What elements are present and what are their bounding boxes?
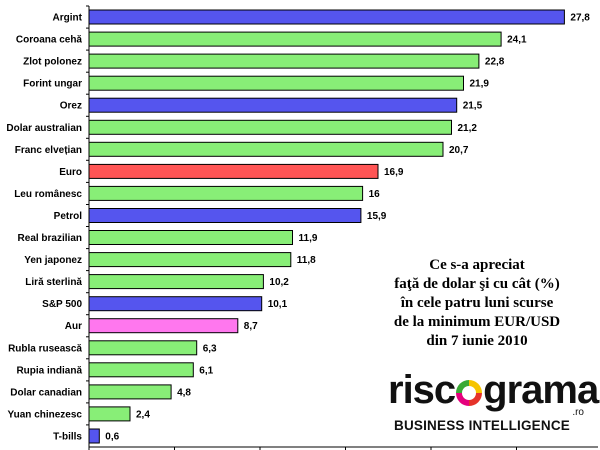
category-label: Yen japonez [24, 255, 82, 266]
category-label: Argint [53, 13, 83, 24]
bar [88, 75, 464, 91]
value-label: 16,9 [384, 167, 404, 178]
bar [88, 9, 565, 25]
value-label: 21,5 [463, 101, 483, 112]
logo-tld: .ro [572, 407, 584, 418]
logo-ring-icon [456, 380, 483, 406]
category-label: Zlot polonez [23, 57, 82, 68]
category-label: Aur [65, 321, 82, 332]
category-label: Euro [59, 167, 82, 178]
logo-word-suffix: grama [483, 368, 599, 412]
value-label: 22,8 [485, 57, 505, 68]
value-label: 11,8 [297, 255, 316, 266]
value-label: 21,2 [458, 123, 478, 134]
value-label: 27,8 [570, 13, 590, 24]
bar [88, 97, 458, 113]
category-label: Leu românesc [14, 189, 82, 200]
logo-wordmark: risc grama [388, 368, 599, 413]
value-label: 15,9 [367, 211, 387, 222]
category-label: Petrol [54, 211, 83, 222]
category-label: Franc elvețian [15, 145, 82, 156]
bar [88, 53, 480, 69]
bar [88, 428, 100, 444]
category-label: Rubla rusească [8, 343, 82, 354]
logo-word-prefix: risc [388, 368, 456, 412]
bar [88, 296, 263, 312]
value-label: 6,1 [199, 365, 213, 376]
bar [88, 141, 444, 157]
category-label: Liră sterlină [25, 277, 82, 288]
bar [88, 340, 198, 356]
value-label: 6,3 [203, 343, 217, 354]
x-axis [86, 5, 598, 450]
bar [88, 406, 131, 422]
chart-caption: Ce s-a apreciat faţă de dolar şi cu cât … [362, 256, 592, 351]
value-label: 8,7 [244, 321, 258, 332]
value-label: 4,8 [177, 387, 191, 398]
value-label: 21,9 [470, 79, 490, 90]
bar [88, 163, 379, 179]
bar [88, 362, 194, 378]
bar [88, 274, 264, 290]
bar [88, 185, 364, 201]
caption-line: de la minimum EUR/USD [393, 314, 561, 330]
category-label: Forint ungar [23, 79, 82, 90]
caption-line: din 7 iunie 2010 [426, 333, 528, 349]
value-label: 20,7 [449, 145, 469, 156]
logo-tagline: BUSINESS INTELLIGENCE [394, 418, 570, 433]
bar [88, 252, 292, 268]
value-label: 2,4 [136, 409, 150, 420]
riscograma-logo: risc grama .ro BUSINESS INTELLIGENCE [388, 368, 599, 436]
caption-line: faţă de dolar şi cu cât (%) [394, 276, 560, 292]
category-label: Coroana cehă [16, 35, 83, 46]
category-label: Yuan chinezesc [8, 409, 83, 420]
category-label: Orez [60, 101, 82, 112]
bars-group: Argint 27,8 Coroana cehă 24,1 Zlot polonez 22… [6, 9, 590, 444]
bar [88, 384, 172, 400]
value-label: 24,1 [507, 35, 527, 46]
bar [88, 318, 239, 334]
value-label: 10,1 [268, 299, 288, 310]
category-label: S&P 500 [42, 299, 82, 310]
caption-line: în cele patru luni scurse [400, 295, 554, 311]
value-label: 10,2 [269, 277, 289, 288]
bar [88, 31, 502, 47]
category-label: T-bills [53, 432, 82, 443]
category-label: Dolar canadian [10, 387, 82, 398]
category-label: Real brazilian [18, 233, 82, 244]
bar [88, 208, 362, 223]
category-label: Rupia indiană [16, 365, 82, 376]
value-label: 16 [369, 189, 381, 200]
caption-line: Ce s-a apreciat [429, 257, 525, 273]
value-label: 0,6 [105, 432, 119, 443]
value-label: 11,9 [299, 233, 318, 244]
bar [88, 119, 452, 135]
category-label: Dolar australian [6, 123, 82, 134]
bar [88, 230, 293, 245]
